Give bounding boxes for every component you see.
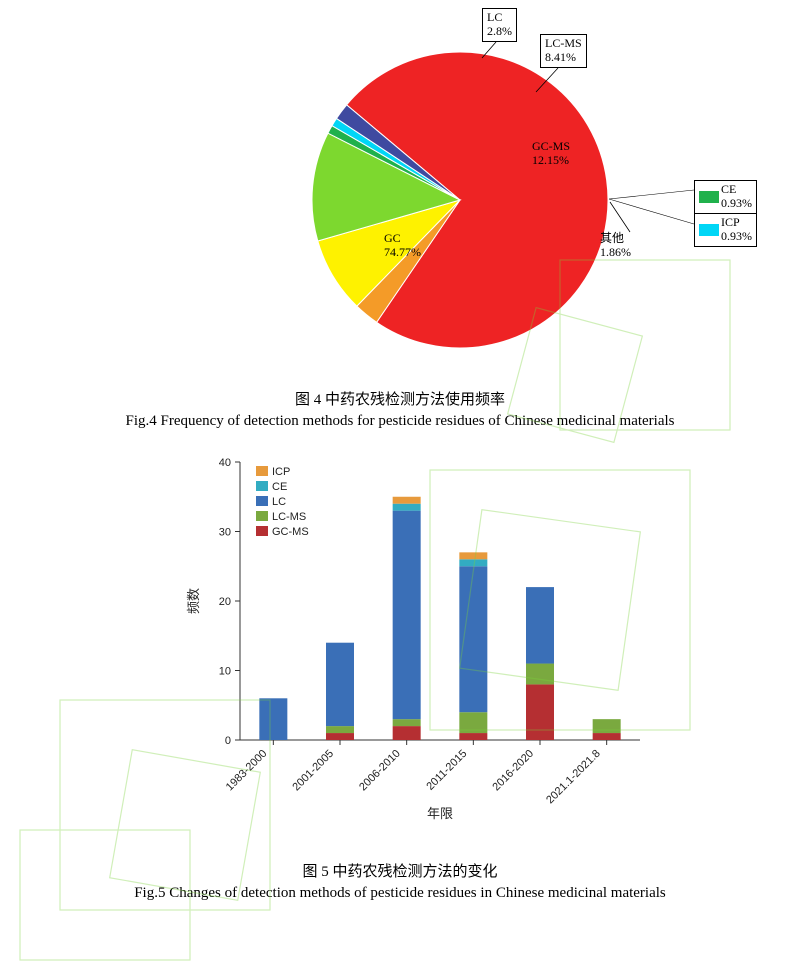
pie-label-CE: CE0.93% bbox=[694, 180, 757, 214]
bar-xtick-4: 2016-2020 bbox=[490, 748, 536, 794]
svg-text:30: 30 bbox=[219, 527, 231, 539]
fig5-caption-en: Fig.5 Changes of detection methods of pe… bbox=[0, 883, 800, 904]
pie-label-LC: LC2.8% bbox=[482, 8, 517, 42]
pie-chart: GC74.77% LC2.8% LC-MS8.41% GC-MS12.15% CE0.9… bbox=[140, 0, 800, 380]
legend-label-ICP: ICP bbox=[272, 466, 290, 478]
bar-seg-2006-2010-LC-MS bbox=[393, 719, 421, 726]
bar-seg-2011-2015-LC-MS bbox=[459, 712, 487, 733]
legend-swatch-CE bbox=[256, 481, 268, 491]
bar-seg-2011-2015-GC-MS bbox=[459, 733, 487, 740]
svg-text:20: 20 bbox=[219, 596, 231, 608]
bar-ylabel: 频数 bbox=[186, 588, 201, 614]
pie-label-ICP: ICP0.93% bbox=[694, 214, 757, 247]
bar-seg-2016-2020-GC-MS bbox=[526, 684, 554, 740]
legend-label-LC: LC bbox=[272, 496, 286, 508]
bar-seg-2016-2020-LC-MS bbox=[526, 664, 554, 685]
bar-seg-2001-2005-LC bbox=[326, 643, 354, 726]
bar-xtick-3: 2011-2015 bbox=[424, 748, 469, 793]
bar-seg-2006-2010-CE bbox=[393, 504, 421, 511]
bar-seg-2021.1-2021.8-GC-MS bbox=[593, 733, 621, 740]
pie-label-GC-MS: GC-MS12.15% bbox=[532, 140, 570, 168]
legend-swatch-GC-MS bbox=[256, 526, 268, 536]
bar-svg: 0 10 20 30 40 频数 1983-2000 2001-2005 2006-2010 20… bbox=[150, 442, 650, 862]
fig4-caption-block: 图 4 中药农残检测方法使用频率 Fig.4 Frequency of dete… bbox=[0, 390, 800, 432]
pie-label-其他: 其他1.86% bbox=[600, 232, 631, 260]
pie-label-LC-MS: LC-MS8.41% bbox=[540, 34, 587, 68]
svg-text:40: 40 bbox=[219, 457, 231, 469]
bar-seg-2006-2010-GC-MS bbox=[393, 726, 421, 740]
page: GC74.77% LC2.8% LC-MS8.41% GC-MS12.15% CE0.9… bbox=[0, 0, 800, 978]
bar-seg-2011-2015-LC bbox=[459, 566, 487, 712]
legend-swatch-ICP bbox=[256, 466, 268, 476]
svg-text:10: 10 bbox=[219, 666, 231, 678]
bar-xtick-0: 1983-2000 bbox=[224, 748, 270, 794]
bar-seg-2016-2020-LC bbox=[526, 587, 554, 663]
bar-seg-2006-2010-LC bbox=[393, 511, 421, 720]
fig5-caption-block: 图 5 中药农残检测方法的变化 Fig.5 Changes of detecti… bbox=[0, 862, 800, 904]
bar-seg-1983-2000-LC bbox=[259, 698, 287, 740]
bar-xlabel: 年限 bbox=[427, 806, 453, 821]
legend-label-LC-MS: LC-MS bbox=[272, 511, 306, 523]
fig4-caption-cn: 图 4 中药农残检测方法使用频率 bbox=[0, 390, 800, 411]
svg-text:0: 0 bbox=[225, 735, 231, 747]
legend-label-GC-MS: GC-MS bbox=[272, 526, 309, 538]
bar-chart: 0 10 20 30 40 频数 1983-2000 2001-2005 2006-2010 20… bbox=[150, 442, 650, 862]
pie-label-GC: GC74.77% bbox=[384, 232, 421, 260]
bar-seg-2001-2005-LC-MS bbox=[326, 726, 354, 733]
bar-seg-2021.1-2021.8-LC-MS bbox=[593, 719, 621, 733]
legend-label-CE: CE bbox=[272, 481, 287, 493]
bar-xtick-1: 2001-2005 bbox=[290, 748, 336, 794]
bar-seg-2001-2005-GC-MS bbox=[326, 733, 354, 740]
legend-swatch-LC-MS bbox=[256, 511, 268, 521]
legend-swatch-LC bbox=[256, 496, 268, 506]
bar-xtick-2: 2006-2010 bbox=[357, 748, 403, 794]
bar-seg-2011-2015-CE bbox=[459, 559, 487, 566]
fig5-caption-cn: 图 5 中药农残检测方法的变化 bbox=[0, 862, 800, 883]
bar-seg-2011-2015-ICP bbox=[459, 552, 487, 559]
bar-xtick-5: 2021.1-2021.8 bbox=[544, 748, 603, 807]
bar-seg-2006-2010-ICP bbox=[393, 497, 421, 504]
fig4-caption-en: Fig.4 Frequency of detection methods for… bbox=[0, 411, 800, 432]
